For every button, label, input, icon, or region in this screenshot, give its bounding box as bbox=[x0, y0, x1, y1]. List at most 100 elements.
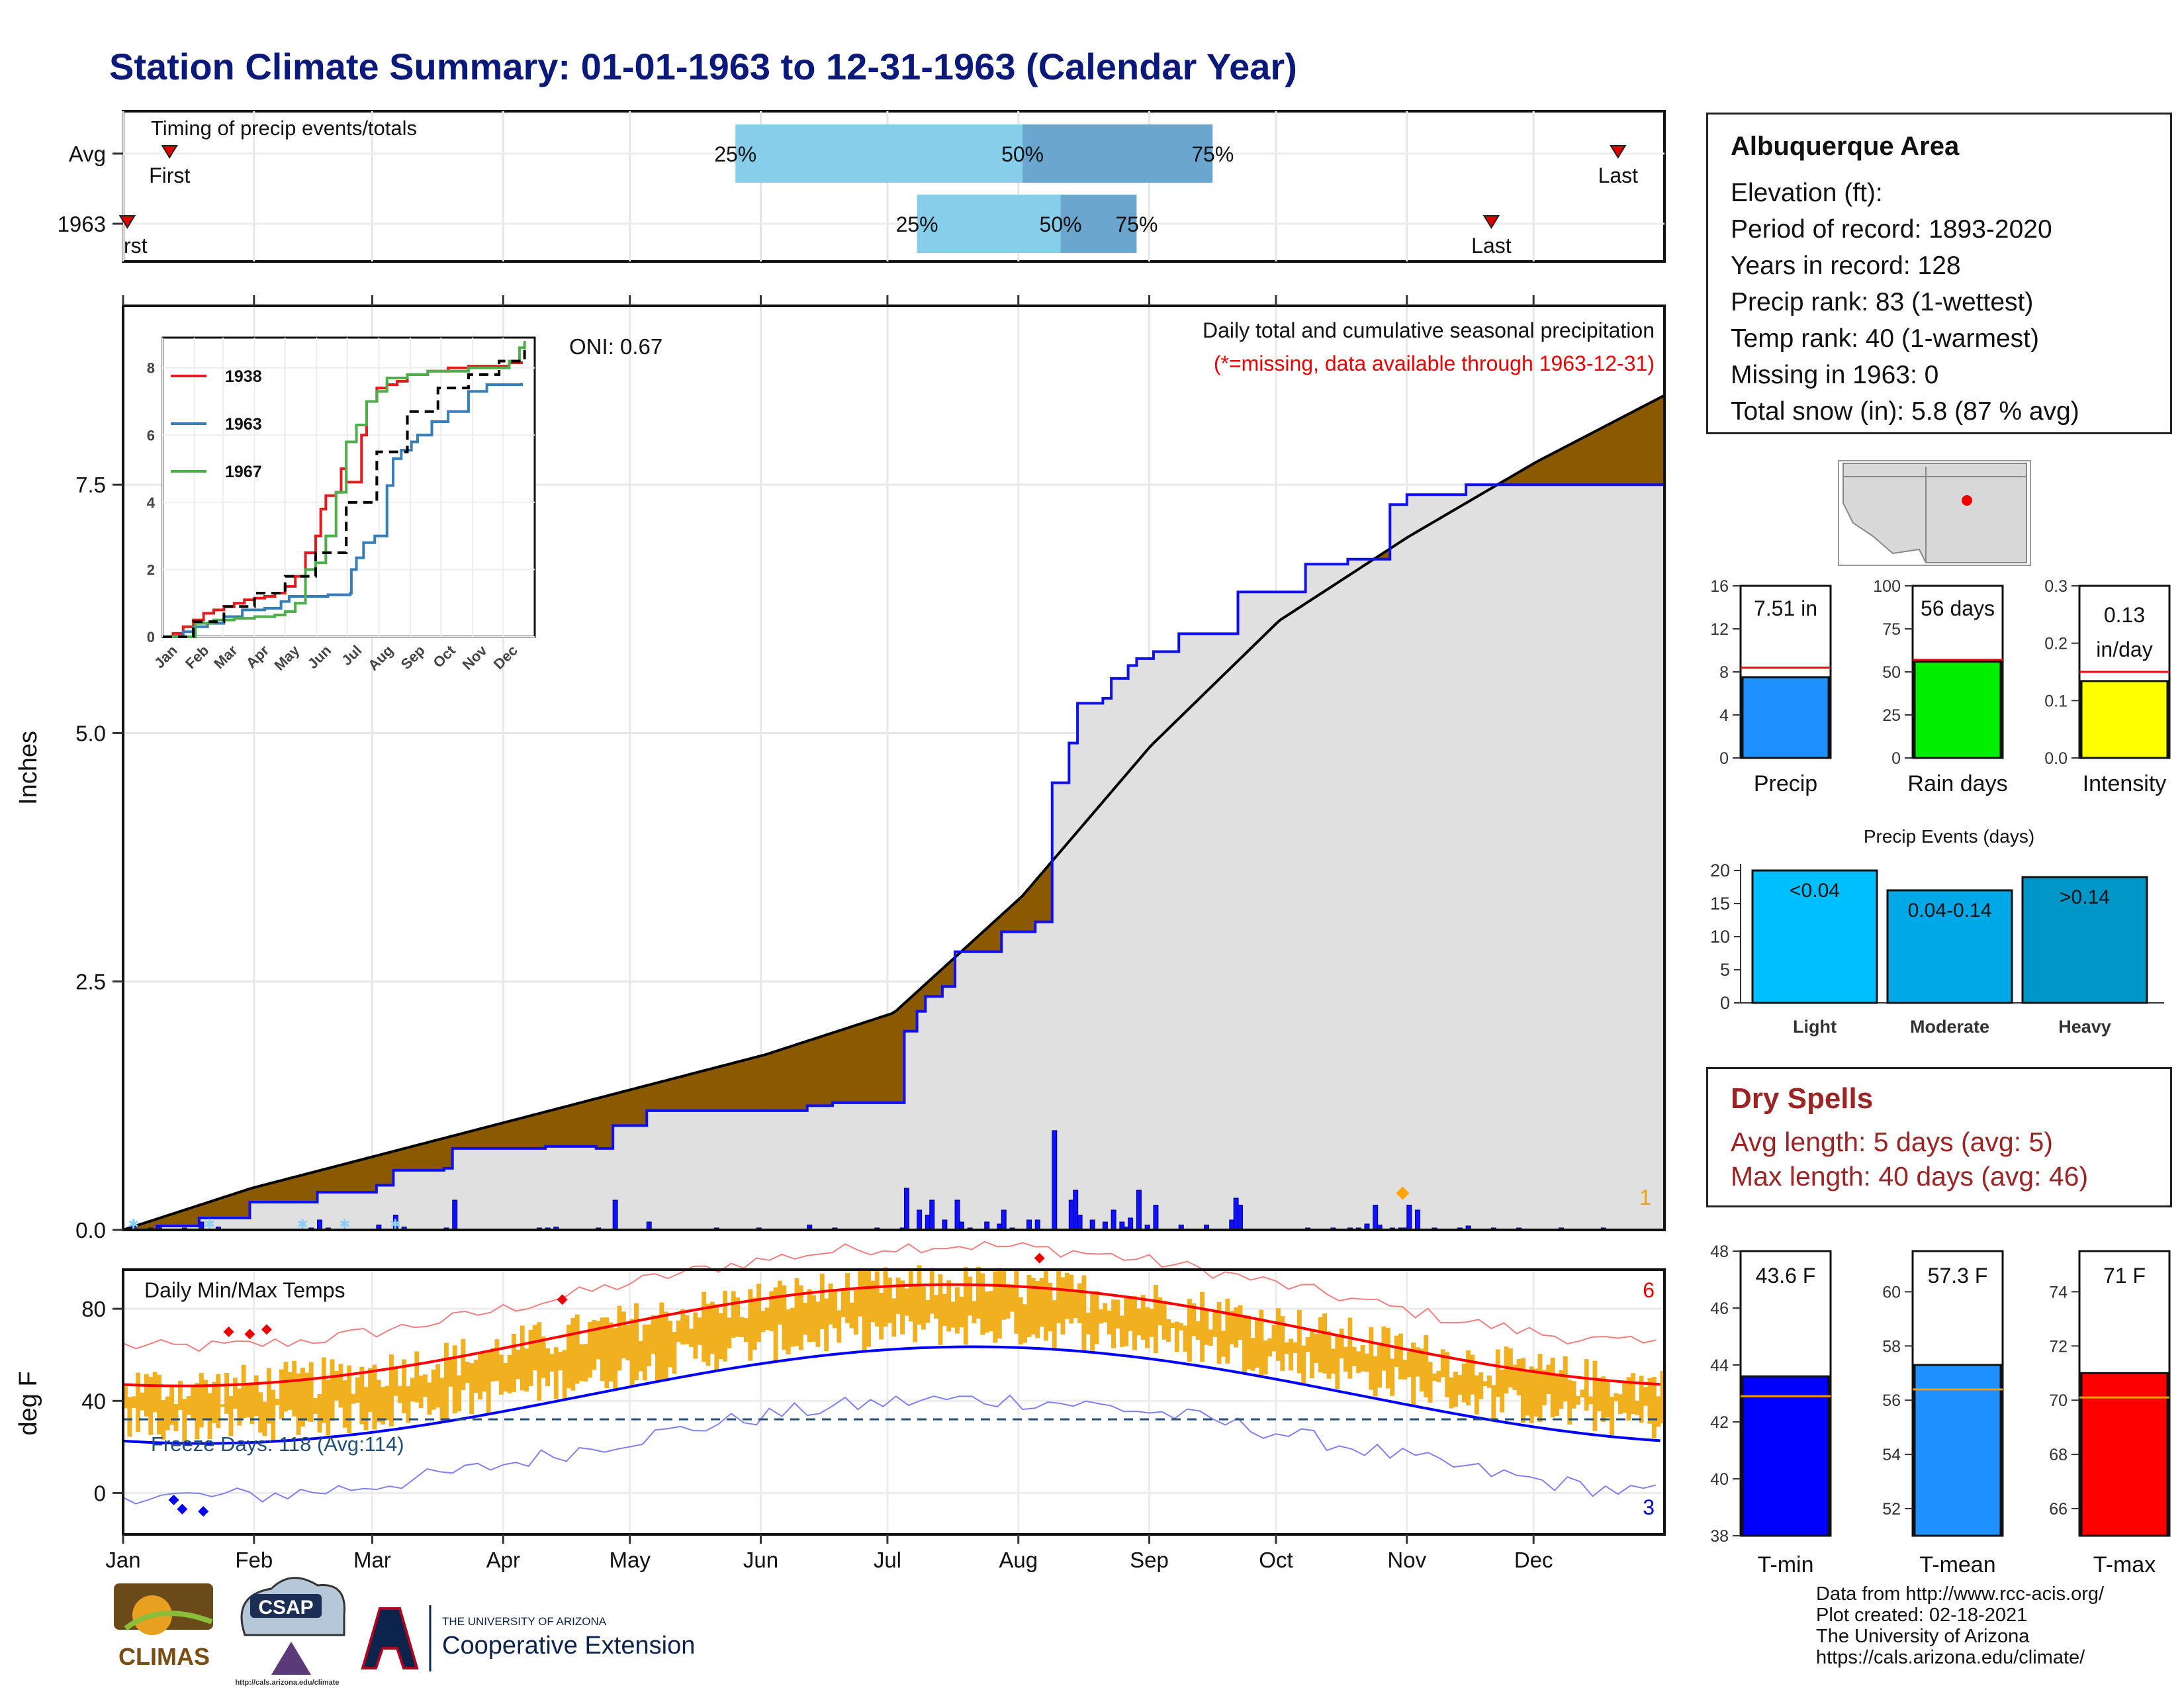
record-high-marker bbox=[244, 1329, 255, 1340]
precip-departure-slice bbox=[161, 1217, 166, 1226]
precip-departure-slice bbox=[1377, 555, 1383, 559]
daily-temp-bar bbox=[414, 1351, 420, 1403]
events-tick: 20 bbox=[1710, 861, 1730, 880]
precip-departure-slice bbox=[815, 1037, 821, 1106]
precip-departure-slice bbox=[351, 1162, 356, 1192]
precip-departure-slice bbox=[326, 1168, 331, 1192]
intensity-bar bbox=[2080, 680, 2169, 759]
precip-departure-slice bbox=[934, 974, 939, 997]
precip-departure-slice bbox=[393, 1150, 398, 1170]
snow-marker: ✱ bbox=[297, 1217, 308, 1232]
month-label: Nov bbox=[1387, 1548, 1426, 1572]
daily-temp-bar bbox=[1377, 1345, 1382, 1388]
daily-temp-bar bbox=[739, 1317, 745, 1337]
precip-departure-slice bbox=[587, 1100, 592, 1147]
daily-temp-bar bbox=[1656, 1396, 1661, 1427]
daily-temp-bar bbox=[342, 1380, 347, 1428]
daily-temp-bar bbox=[1571, 1381, 1576, 1409]
precip-departure-slice bbox=[1555, 451, 1560, 485]
average-cumulative-line bbox=[122, 394, 1665, 1231]
last-label: Last bbox=[1471, 234, 1512, 258]
daily-temp-bar bbox=[1470, 1354, 1475, 1395]
daily-temp-bar bbox=[1081, 1275, 1087, 1351]
daily-temp-bar bbox=[1183, 1325, 1188, 1352]
first-label: First bbox=[149, 164, 190, 187]
precip-ytick: 0.0 bbox=[75, 1218, 106, 1243]
daily-temp-bar bbox=[520, 1325, 525, 1391]
temp-t-max-tick: 66 bbox=[2049, 1500, 2068, 1519]
temp-bar-label: T-min bbox=[1758, 1552, 1814, 1577]
precip-departure-slice bbox=[1563, 447, 1568, 485]
daily-temp-bar bbox=[651, 1315, 656, 1354]
temps-ytick: 80 bbox=[81, 1297, 106, 1321]
precip-departure-slice bbox=[592, 1099, 597, 1147]
precip-departure-slice bbox=[913, 994, 918, 1031]
daily-temp-bar bbox=[1166, 1319, 1171, 1342]
daily-temp-bar bbox=[1200, 1291, 1205, 1362]
daily-temp-bar bbox=[752, 1297, 757, 1350]
daily-temp-bar bbox=[503, 1363, 508, 1391]
climas-swoosh bbox=[124, 1611, 213, 1631]
daily-temp-bar bbox=[1592, 1360, 1598, 1431]
precip-departure-slice bbox=[448, 1136, 453, 1168]
precip-departure-slice bbox=[157, 1218, 162, 1226]
daily-temp-bar bbox=[984, 1291, 989, 1333]
precip-departure-slice bbox=[900, 1005, 905, 1103]
daily-temp-bar bbox=[917, 1265, 922, 1325]
precip-departure-slice bbox=[1018, 898, 1023, 932]
dry-spells-box: Dry Spells Avg length: 5 days (avg: 5) M… bbox=[1706, 1067, 2172, 1207]
daily-temp-bar bbox=[1660, 1370, 1665, 1424]
daily-temp-bar bbox=[1432, 1373, 1437, 1381]
precip-departure-slice bbox=[659, 1081, 664, 1111]
precip-departure-slice bbox=[241, 1190, 246, 1218]
daily-temp-bar bbox=[435, 1364, 441, 1408]
precip-departure-slice bbox=[895, 1009, 901, 1103]
precip-departure-slice bbox=[1635, 409, 1640, 485]
temps-frame bbox=[122, 1268, 1666, 1536]
daily-temp-bar bbox=[925, 1299, 931, 1323]
daily-temp-bar bbox=[1360, 1344, 1365, 1372]
precip-departure-slice bbox=[512, 1120, 517, 1149]
record-high-marker bbox=[1034, 1252, 1045, 1264]
daily-temp-bar bbox=[1525, 1370, 1530, 1416]
precip-departure-slice bbox=[250, 1188, 255, 1202]
precip-departure-slice bbox=[739, 1060, 745, 1111]
precip-departure-slice bbox=[1656, 399, 1661, 485]
rain-days-value: 56 days bbox=[1921, 596, 1995, 620]
daily-temp-bar bbox=[934, 1295, 938, 1319]
ua-name-small: THE UNIVERSITY OF ARIZONA bbox=[442, 1615, 607, 1628]
daily-temp-bar bbox=[638, 1340, 643, 1372]
daily-temp-bar bbox=[1301, 1345, 1306, 1383]
daily-temp-bar bbox=[402, 1359, 407, 1413]
precip-departure-slice bbox=[355, 1160, 360, 1192]
daily-temp-bar bbox=[621, 1311, 626, 1359]
daily-temp-bar bbox=[613, 1328, 618, 1389]
daily-temp-bar bbox=[427, 1382, 432, 1415]
precip-departure-slice bbox=[232, 1194, 238, 1218]
daily-temp-bar bbox=[950, 1301, 956, 1328]
credit-data-source: Data from http://www.rcc-acis.org/ bbox=[1816, 1583, 2105, 1605]
precip-departure-slice bbox=[211, 1200, 216, 1218]
daily-temp-bar bbox=[262, 1401, 267, 1436]
intensity-label: Intensity bbox=[2083, 771, 2167, 796]
event-bar-label: Heavy bbox=[2058, 1017, 2111, 1037]
precip-departure-slice bbox=[853, 1025, 858, 1103]
daily-temp-bar bbox=[1305, 1336, 1310, 1352]
timing-pct-75: 75% bbox=[1191, 142, 1234, 166]
daily-temp-bar bbox=[537, 1322, 542, 1401]
rain-days-bar bbox=[1913, 660, 2002, 759]
daily-temp-bar bbox=[1145, 1307, 1150, 1348]
daily-temp-bar bbox=[566, 1325, 571, 1389]
daily-temp-bar bbox=[1546, 1364, 1551, 1395]
rain-days-tick: 0 bbox=[1891, 749, 1901, 768]
precip-departure-slice bbox=[376, 1155, 381, 1186]
inset-ytick: 8 bbox=[147, 360, 155, 377]
daily-temp-bar bbox=[528, 1329, 533, 1386]
daily-temp-bar bbox=[169, 1386, 175, 1425]
precip-departure-slice bbox=[368, 1157, 373, 1192]
daily-temp-bar bbox=[1639, 1376, 1644, 1423]
daily-temp-bar bbox=[1090, 1292, 1095, 1351]
precip-departure-slice bbox=[1533, 462, 1539, 485]
daily-temp-bar bbox=[963, 1267, 968, 1345]
precip-departure-slice bbox=[224, 1196, 230, 1218]
